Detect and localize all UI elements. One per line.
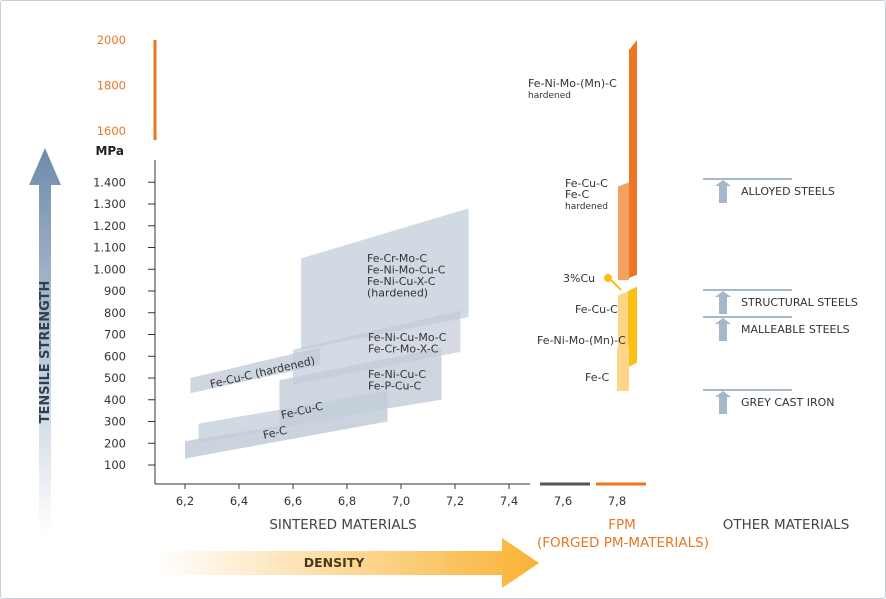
y-tick-label-upper: 1600 bbox=[97, 124, 126, 138]
other-material-label: STRUCTURAL STEELS bbox=[741, 296, 858, 309]
x-tick-label: 7,0 bbox=[392, 494, 410, 508]
x-axis-label: DENSITY bbox=[304, 555, 366, 570]
x-tick-label: 7,2 bbox=[446, 494, 464, 508]
y-tick-label: 1.100 bbox=[93, 241, 126, 255]
other-material: MALLEABLE STEELS bbox=[703, 316, 850, 341]
fpm-label: 3%Cu bbox=[563, 272, 595, 285]
fpm-label-line: Fe-Cu-C bbox=[575, 303, 618, 316]
y-tick-label-upper: 1800 bbox=[97, 79, 126, 93]
fpm-label: Fe-C bbox=[585, 371, 609, 384]
fpm-bar-fe-cu-c bbox=[618, 291, 629, 357]
fpm-bar-fe-ni-mo bbox=[628, 286, 637, 368]
fpm-label-line: hardened bbox=[565, 202, 608, 212]
y-tick-label: 200 bbox=[104, 436, 126, 450]
other-material: STRUCTURAL STEELS bbox=[703, 289, 858, 314]
other-material-label: GREY CAST IRON bbox=[741, 396, 835, 409]
sintered-label-line: Fe-C bbox=[262, 424, 289, 442]
fpm-3cu-dot bbox=[604, 274, 612, 282]
sintered-region bbox=[293, 310, 461, 385]
sintered-label: Fe-Ni-Cu-Mo-CFe-Cr-Mo-X-C bbox=[368, 331, 447, 356]
y-tick-label: 100 bbox=[104, 458, 126, 472]
sintered-label: Fe-C bbox=[262, 424, 289, 442]
category-fpm-sub-label: (FORGED PM-MATERIALS) bbox=[537, 535, 709, 551]
sintered-region bbox=[198, 391, 388, 444]
other-material-label: ALLOYED STEELS bbox=[741, 185, 835, 198]
up-arrow-icon bbox=[715, 318, 731, 341]
fpm-bar-fe-cu-c-hardened bbox=[618, 182, 629, 281]
x-tick-label: 6,4 bbox=[230, 494, 248, 508]
fpm-label: Fe-Cu-C bbox=[575, 303, 618, 316]
category-sintered-label: SINTERED MATERIALS bbox=[269, 517, 416, 533]
y-tick-label: 500 bbox=[104, 371, 126, 385]
up-arrow-icon bbox=[715, 180, 731, 203]
sintered-label-line: Fe-Cr-Mo-C bbox=[367, 252, 427, 265]
y-tick-label: 900 bbox=[104, 284, 126, 298]
fpm-bar-fe-c bbox=[617, 345, 629, 392]
sintered-label-line: Fe-P-Cu-C bbox=[368, 380, 421, 393]
other-material: ALLOYED STEELS bbox=[703, 178, 835, 203]
x-tick-label: 7,4 bbox=[500, 494, 518, 508]
sintered-label-line: Fe-Ni-Cu-X-C bbox=[367, 275, 436, 288]
fpm-bar-fe-ni-mo-hardened bbox=[629, 40, 637, 278]
sintered-label-line: Fe-Ni-Cu-Mo-C bbox=[368, 331, 447, 344]
fpm-label-line: hardened bbox=[528, 91, 571, 101]
sintered-label: Fe-Ni-Cu-CFe-P-Cu-C bbox=[368, 368, 426, 393]
y-axis-label: TENSILE STRENGTH bbox=[38, 281, 53, 424]
sintered-label-line: (hardened) bbox=[367, 287, 428, 300]
sintered-region bbox=[190, 347, 320, 394]
x-tick-label: 6,8 bbox=[338, 494, 356, 508]
fpm-label-line: Fe-Cu-C bbox=[565, 177, 608, 190]
y-tick-label: 800 bbox=[104, 306, 126, 320]
other-material: GREY CAST IRON bbox=[703, 389, 835, 414]
sintered-region bbox=[185, 408, 388, 459]
sintered-region bbox=[301, 208, 469, 350]
fpm-label: Fe-Ni-Mo-(Mn)-C bbox=[537, 334, 626, 347]
up-arrow-icon bbox=[715, 291, 731, 314]
fpm-label-line: Fe-C bbox=[565, 188, 589, 201]
y-tick-label: 700 bbox=[104, 328, 126, 342]
x-tick-label: 6,2 bbox=[176, 494, 194, 508]
sintered-label: Fe-Cr-Mo-CFe-Ni-Mo-Cu-CFe-Ni-Cu-X-C(hard… bbox=[367, 252, 446, 300]
category-other-label: OTHER MATERIALS bbox=[723, 517, 850, 533]
x-tick-label: 7,6 bbox=[554, 494, 572, 508]
x-tick-label: 6,6 bbox=[284, 494, 302, 508]
x-tick-label: 7,8 bbox=[608, 494, 626, 508]
x-ticks: 6,2 6,4 6,6 6,8 7,0 7,2 7,4 7,6 7,8 bbox=[176, 484, 626, 508]
other-material-label: MALLEABLE STEELS bbox=[741, 323, 850, 336]
category-fpm-label: FPM bbox=[608, 517, 636, 533]
fpm-label-line: 3%Cu bbox=[563, 272, 595, 285]
y-tick-label: 1.000 bbox=[93, 262, 126, 276]
y-unit-label: MPa bbox=[95, 144, 124, 158]
y-ticks: 100 200 300 400 500 600 700 800 900 1.000 1.100 1.2… bbox=[93, 33, 155, 472]
fpm-label-line: Fe-Ni-Mo-(Mn)-C bbox=[528, 77, 617, 90]
sintered-label-line: Fe-Ni-Mo-Cu-C bbox=[367, 264, 446, 277]
y-tick-label: 1.200 bbox=[93, 219, 126, 233]
y-tick-label: 300 bbox=[104, 415, 126, 429]
sintered-label-line: Fe-Ni-Cu-C bbox=[368, 368, 426, 381]
y-tick-label: 400 bbox=[104, 393, 126, 407]
up-arrow-icon bbox=[715, 391, 731, 414]
fpm-3cu-connector bbox=[609, 278, 622, 291]
y-tick-label: 1.400 bbox=[93, 175, 126, 189]
fpm-bars: Fe-Ni-Mo-(Mn)-ChardenedFe-Cu-CFe-Charden… bbox=[528, 40, 637, 392]
y-tick-label-upper: 2000 bbox=[97, 33, 126, 47]
tensile-strength-arrow bbox=[29, 148, 61, 535]
fpm-label-line: Fe-C bbox=[585, 371, 609, 384]
sintered-areas: Fe-CFe-Cu-CFe-Ni-Cu-CFe-P-Cu-CFe-Cu-C (h… bbox=[185, 208, 469, 459]
other-materials: ALLOYED STEELS STRUCTURAL STEELS MALLEABLE… bbox=[703, 178, 858, 414]
fpm-label-line: Fe-Ni-Mo-(Mn)-C bbox=[537, 334, 626, 347]
density-arrow bbox=[158, 538, 539, 588]
y-tick-label: 1.300 bbox=[93, 197, 126, 211]
y-tick-label: 600 bbox=[104, 349, 126, 363]
sintered-label-line: Fe-Cr-Mo-X-C bbox=[368, 343, 439, 356]
